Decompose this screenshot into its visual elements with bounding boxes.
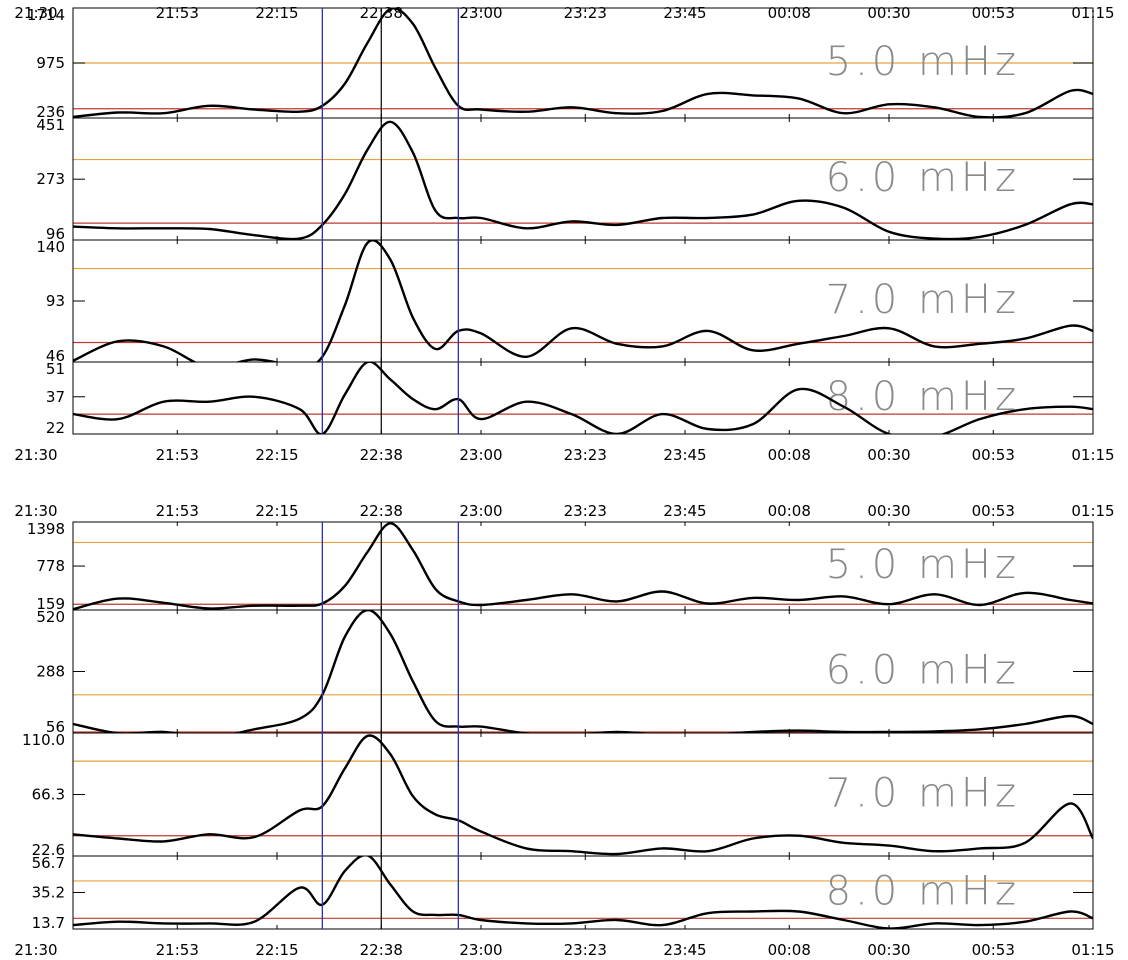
x-tick-label-top: 00:30 [867, 4, 910, 22]
y-tick-label: 1398 [27, 520, 65, 538]
x-tick-label-bottom: 23:45 [663, 941, 706, 959]
panel-2-3: 7.0 mHz 22.6 66.3 110.0 [22, 731, 1094, 859]
y-tick-label: 56.7 [32, 854, 65, 872]
x-tick-label-bottom: 00:53 [972, 446, 1015, 464]
x-tick-label-bottom: 22:15 [255, 446, 298, 464]
x-tick-label-top: 00:08 [768, 4, 811, 22]
x-tick-label-bottom: 00:08 [768, 941, 811, 959]
x-tick-label-top: 00:53 [972, 4, 1015, 22]
x-tick-label-bottom: 23:45 [663, 446, 706, 464]
x-tick-label-bottom: 00:30 [867, 941, 910, 959]
frequency-label: 5.0 mHz [826, 542, 1020, 588]
y-tick-label: 975 [36, 54, 65, 72]
x-tick-label-bottom: 00:08 [768, 446, 811, 464]
y-tick-label: 93 [46, 292, 65, 310]
y-tick-label: 46 [46, 347, 65, 365]
x-tick-label-bottom: 23:00 [459, 941, 502, 959]
x-tick-label-bottom: 00:30 [867, 446, 910, 464]
y-tick-label: 110.0 [22, 731, 65, 749]
y-tick-label: 66.3 [32, 786, 65, 804]
y-tick-label: 22.6 [32, 841, 65, 859]
y-tick-label: 35.2 [32, 884, 65, 902]
y-tick-label: 56 [46, 718, 65, 736]
x-tick-label-top: 23:00 [459, 502, 502, 520]
frequency-label: 7.0 mHz [826, 771, 1020, 817]
x-tick-label-top: 21:53 [156, 502, 199, 520]
x-tick-label-bottom: 21:30 [14, 446, 57, 464]
x-tick-label-top: 21:53 [156, 4, 199, 22]
panel-1-2: 6.0 mHz 96 273 451 [36, 116, 1094, 243]
panel-2-1: 5.0 mHz 159 778 1398 [27, 520, 1094, 613]
y-tick-label: 451 [36, 116, 65, 134]
y-tick-label: 236 [36, 103, 65, 121]
x-tick-label-top: 23:00 [459, 4, 502, 22]
x-tick-label-top: 21:30 [14, 4, 57, 22]
power-trace [73, 522, 1093, 610]
power-trace [73, 362, 1093, 434]
x-tick-label-bottom: 22:38 [360, 446, 403, 464]
panel-2-2: 6.0 mHz 56 288 520 [36, 608, 1094, 736]
y-tick-label: 159 [36, 595, 65, 613]
x-tick-label-top: 23:23 [564, 4, 607, 22]
x-tick-label-top: 00:53 [972, 502, 1015, 520]
x-tick-label-top: 01:15 [1071, 502, 1114, 520]
power-trace [73, 240, 1093, 362]
power-trace [73, 610, 1093, 733]
y-tick-label: 22 [46, 419, 65, 437]
x-tick-label-bottom: 21:30 [14, 941, 57, 959]
power-trace [73, 734, 1093, 856]
power-trace [73, 856, 1093, 929]
x-tick-label-top: 22:38 [360, 502, 403, 520]
x-tick-label-bottom: 23:23 [564, 941, 607, 959]
x-tick-label-bottom: 01:15 [1071, 446, 1114, 464]
power-trace [73, 8, 1093, 118]
y-tick-label: 520 [36, 608, 65, 626]
x-tick-label-top: 00:08 [768, 502, 811, 520]
frequency-label: 6.0 mHz [826, 155, 1020, 201]
power-trace [73, 120, 1093, 240]
panel-1-4: 8.0 mHz 22 37 51 [46, 360, 1094, 437]
panel-frame [72, 361, 1094, 435]
panel-1-3: 7.0 mHz 46 93 140 [36, 238, 1094, 365]
x-tick-label-top: 23:45 [663, 502, 706, 520]
x-tick-label-bottom: 23:23 [564, 446, 607, 464]
frequency-label: 5.0 mHz [826, 39, 1020, 85]
y-tick-label: 778 [36, 557, 65, 575]
x-tick-label-top: 23:23 [564, 502, 607, 520]
y-tick-label: 140 [36, 238, 65, 256]
y-tick-label: 273 [36, 170, 65, 188]
frequency-label: 8.0 mHz [826, 869, 1020, 915]
y-tick-label: 13.7 [32, 914, 65, 932]
frequency-label: 8.0 mHz [826, 374, 1020, 420]
x-tick-label-top: 00:30 [867, 502, 910, 520]
panel-2-4: 8.0 mHz 13.7 35.2 56.7 [32, 854, 1094, 932]
panel-1-1: 5.0 mHz 236 975 1714 [27, 6, 1094, 121]
frequency-label: 6.0 mHz [826, 648, 1020, 694]
x-tick-label-bottom: 21:53 [156, 941, 199, 959]
x-tick-label-bottom: 00:53 [972, 941, 1015, 959]
x-tick-label-top: 22:15 [255, 502, 298, 520]
x-tick-label-top: 21:30 [14, 502, 57, 520]
y-tick-label: 51 [46, 360, 65, 378]
y-tick-label: 1714 [27, 6, 65, 24]
x-tick-label-top: 23:45 [663, 4, 706, 22]
x-tick-label-bottom: 01:15 [1071, 941, 1114, 959]
x-tick-label-bottom: 23:00 [459, 446, 502, 464]
y-tick-label: 37 [46, 388, 65, 406]
x-tick-label-top: 22:15 [255, 4, 298, 22]
frequency-label: 7.0 mHz [826, 277, 1020, 323]
y-tick-label: 288 [36, 663, 65, 681]
x-tick-label-bottom: 22:38 [360, 941, 403, 959]
x-tick-label-bottom: 21:53 [156, 446, 199, 464]
y-tick-label: 96 [46, 225, 65, 243]
x-tick-label-bottom: 22:15 [255, 941, 298, 959]
